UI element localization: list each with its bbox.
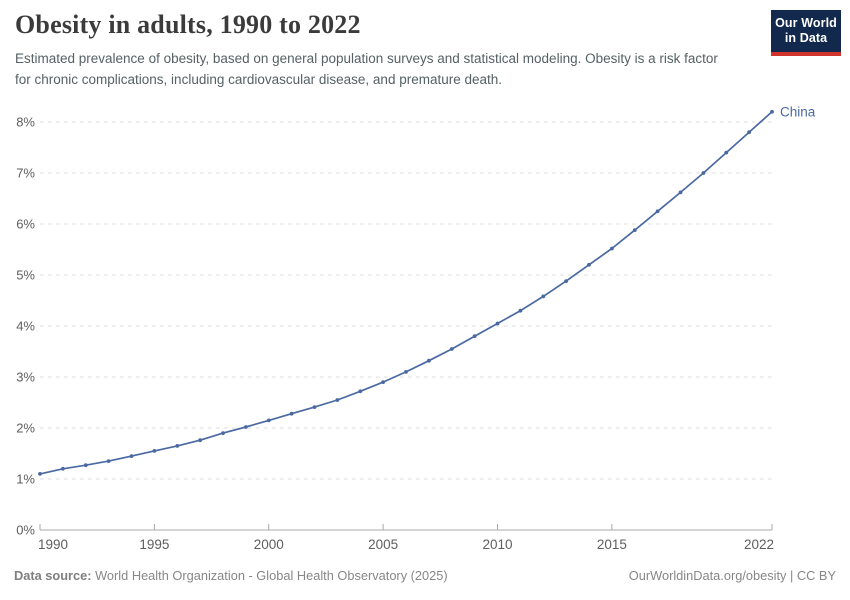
data-point-2010 [495,321,500,326]
owid-logo-line1: Our World [775,16,837,30]
data-point-2012 [541,294,546,299]
data-point-1998 [221,431,225,435]
y-tick-label-5pct: 5% [16,268,35,283]
data-point-2014 [587,262,591,267]
y-tick-label-8pct: 8% [16,115,35,130]
data-point-2019 [701,171,706,175]
data-point-1993 [106,459,111,463]
license-link[interactable]: OurWorldinData.org/obesity | CC BY [628,568,836,583]
data-source-text: World Health Organization - Global Healt… [91,568,448,583]
x-tick-label-2015: 2015 [597,537,627,552]
data-point-2004 [358,389,363,394]
data-point-2021 [747,130,751,135]
data-point-2002 [312,405,317,409]
data-point-2013 [564,279,568,283]
data-point-1995 [152,449,157,453]
data-point-2020 [724,150,729,155]
x-tick-label-1995: 1995 [139,537,169,552]
data-point-1994 [129,454,134,458]
data-point-2017 [655,209,660,214]
chart-header: Obesity in adults, 1990 to 2022 Estimate… [15,10,755,90]
owid-logo-line2: in Data [784,31,828,46]
y-tick-label-2pct: 2% [16,421,35,436]
data-point-2018 [678,190,683,195]
data-point-2007 [427,358,431,363]
data-point-2001 [289,411,294,416]
data-point-2011 [518,308,523,313]
x-tick-label-2000: 2000 [254,537,284,552]
series-line-china[interactable] [39,111,773,475]
data-point-1996 [175,444,180,448]
x-tick-label-2010: 2010 [482,537,512,552]
chart-title: Obesity in adults, 1990 to 2022 [15,10,361,39]
data-point-1990 [38,472,42,476]
chart-subtitle: Estimated prevalence of obesity, based o… [15,51,718,87]
data-point-2015 [610,246,614,251]
data-source-label: Data source: [14,568,92,583]
y-tick-label-6pct: 6% [16,217,35,232]
data-source-note: Data source: World Health Organization -… [14,568,448,583]
data-point-2008 [449,347,454,351]
data-point-2016 [632,228,637,233]
y-tick-label-7pct: 7% [16,166,35,181]
data-point-2000 [266,418,271,423]
data-point-1997 [198,438,203,443]
data-point-2005 [381,380,385,384]
data-point-2003 [335,398,340,402]
data-point-2009 [472,334,477,339]
x-tick-label-2022: 2022 [744,537,774,552]
x-tick-label-1990: 1990 [38,537,68,552]
owid-logo-text: Our World in Data [775,16,837,47]
data-point-1999 [244,425,248,429]
data-point-2022 [770,109,774,114]
y-tick-label-4pct: 4% [16,319,35,334]
data-point-1991 [61,466,65,471]
owid-logo: Our World in Data [771,10,841,56]
y-tick-label-0pct: 0% [16,523,35,538]
y-tick-label-1pct: 1% [16,472,35,487]
data-point-2006 [404,370,408,374]
y-tick-label-3pct: 3% [16,370,35,385]
x-tick-label-2005: 2005 [368,537,398,552]
chart-footer: Data source: World Health Organization -… [14,568,836,583]
series-label-china[interactable]: China [780,104,816,119]
data-point-1992 [83,463,88,468]
